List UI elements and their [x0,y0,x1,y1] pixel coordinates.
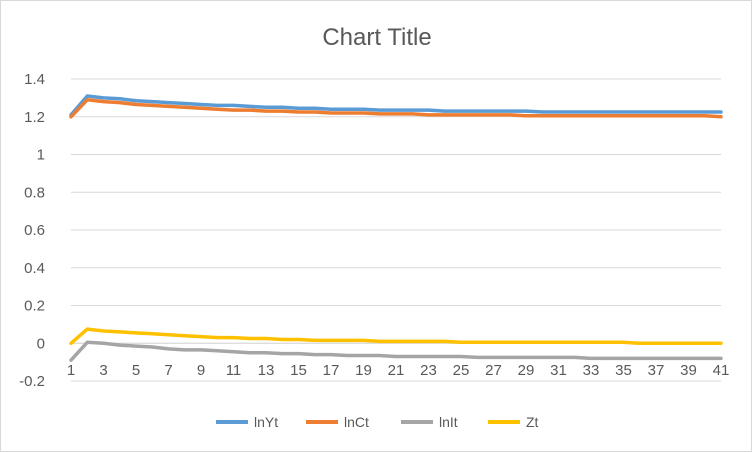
x-axis: 1 3 5 7 9 11 13 15 17 19 21 23 25 27 29 31 33 35 37 39 41 [67,362,730,379]
x-tick-label: 35 [615,362,632,379]
x-tick-label: 7 [164,362,172,379]
x-tick-label: 33 [583,362,600,379]
y-tick-label: 1 [37,147,45,164]
x-tick-label: 29 [518,362,535,379]
x-tick-label: 39 [680,362,697,379]
x-tick-label: 19 [355,362,372,379]
x-tick-label: 3 [99,362,107,379]
x-tick-label: 1 [67,362,75,379]
y-tick-label: -0.2 [19,373,45,390]
legend-label-Zt: Zt [526,414,539,430]
y-tick-label: 1.2 [24,109,45,126]
x-tick-label: 37 [648,362,665,379]
series-line-Zt [69,327,723,346]
x-tick-label: 31 [550,362,567,379]
x-tick-label: 15 [290,362,307,379]
legend-label-lnIt: lnIt [439,414,458,430]
legend-label-lnCt: lnCt [344,414,369,430]
y-tick-label: 0.2 [24,298,45,315]
y-axis: -0.2 0 0.2 0.4 0.6 0.8 1 1.2 1.4 [19,71,45,390]
x-tick-label: 25 [453,362,470,379]
y-tick-label: 0.4 [24,260,45,277]
series-line-lnCt [69,98,723,119]
x-tick-label: 23 [420,362,437,379]
legend-label-lnYt: lnYt [254,414,278,430]
x-tick-label: 27 [485,362,502,379]
x-tick-label: 11 [226,362,242,379]
x-tick-label: 21 [388,362,405,379]
x-tick-label: 13 [258,362,275,379]
x-tick-label: 17 [323,362,340,379]
y-tick-label: 0 [37,335,45,352]
series-line-lnIt [69,340,723,362]
legend: lnYt lnCt lnIt Zt [216,414,539,430]
chart-title: Chart Title [322,24,431,51]
x-tick-label: 41 [713,362,730,379]
x-tick-label: 9 [197,362,205,379]
y-tick-label: 0.6 [24,222,45,239]
series-lines [69,94,723,362]
x-tick-label: 5 [132,362,140,379]
series-line-lnYt [69,94,723,117]
y-tick-label: 1.4 [24,71,45,88]
y-tick-label: 0.8 [24,184,45,201]
